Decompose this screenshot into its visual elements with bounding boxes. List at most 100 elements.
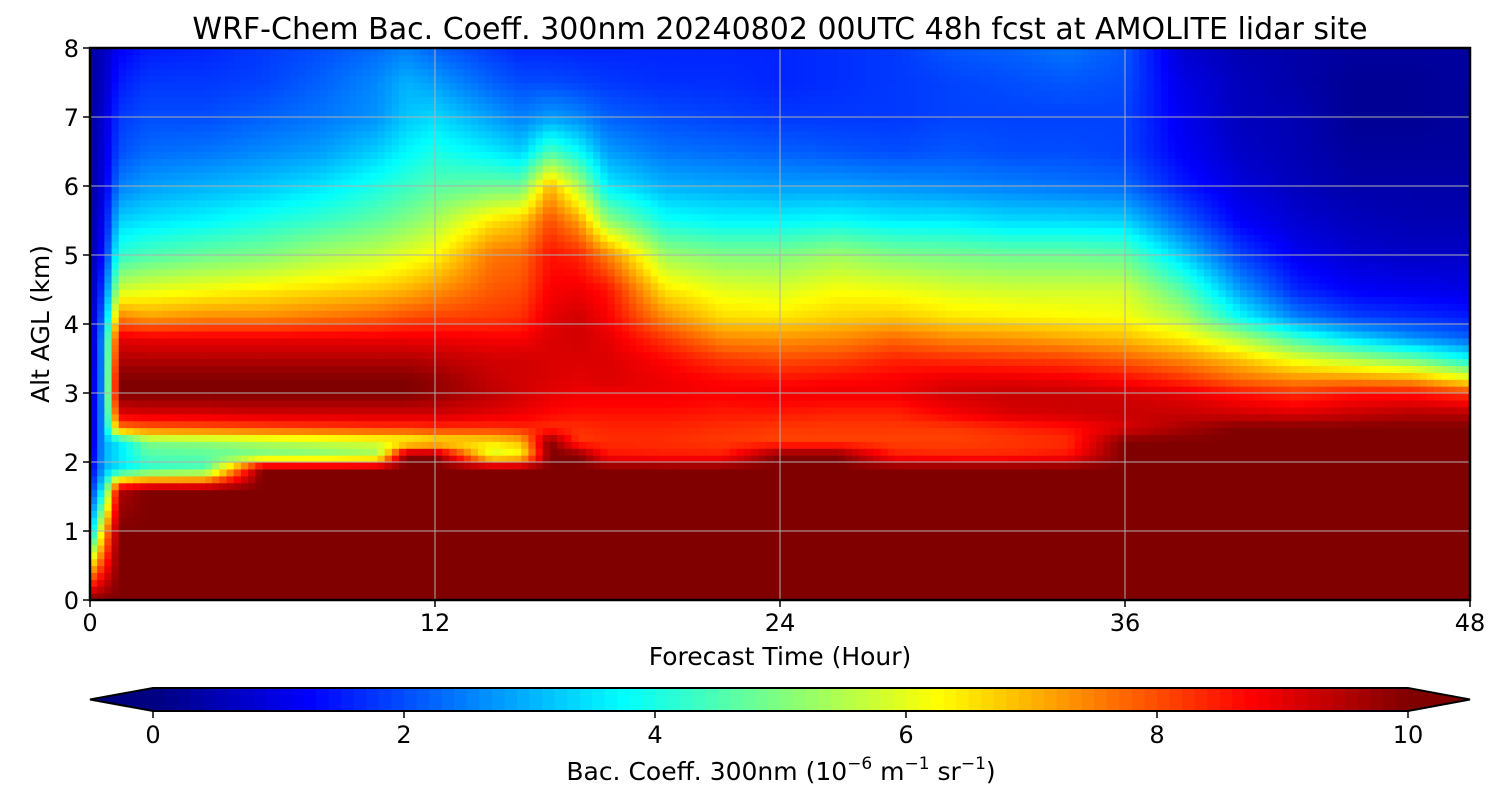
heatmap-cell — [219, 413, 228, 422]
heatmap-cell — [176, 393, 185, 401]
heatmap-cell — [399, 289, 407, 297]
heatmap-cell — [118, 248, 127, 256]
heatmap-cell — [118, 344, 127, 353]
heatmap-cell — [190, 158, 199, 166]
heatmap-cell — [506, 303, 515, 311]
heatmap-cell — [470, 255, 479, 263]
heatmap-cell — [90, 344, 98, 353]
heatmap-cell — [470, 330, 479, 339]
heatmap-cell — [514, 482, 522, 491]
heatmap-cell — [284, 337, 292, 346]
heatmap-cell — [104, 351, 113, 360]
heatmap-cell — [470, 303, 479, 311]
heatmap-cell — [348, 393, 357, 401]
heatmap-cell — [212, 54, 220, 63]
heatmap-cell — [478, 420, 486, 429]
heatmap-cell — [463, 441, 472, 449]
heatmap-cell — [312, 303, 321, 311]
heatmap-cell — [312, 241, 321, 249]
heatmap-cell — [406, 586, 415, 594]
heatmap-cell — [262, 317, 271, 325]
heatmap-cell — [341, 282, 350, 291]
heatmap-cell — [320, 427, 328, 435]
heatmap-cell — [435, 393, 443, 401]
heatmap-cell — [470, 379, 479, 387]
heatmap-cell — [226, 130, 235, 139]
heatmap-cell — [161, 510, 170, 518]
heatmap-cell — [528, 310, 537, 318]
heatmap-cell — [140, 75, 149, 84]
heatmap-cell — [413, 475, 422, 484]
heatmap-cell — [485, 89, 494, 97]
heatmap-cell — [305, 158, 314, 166]
heatmap-cell — [320, 172, 328, 180]
heatmap-cell — [183, 199, 192, 208]
heatmap-cell — [406, 282, 415, 291]
heatmap-cell — [341, 365, 350, 373]
heatmap-cell — [125, 213, 134, 222]
heatmap-cell — [125, 496, 134, 504]
heatmap-cell — [169, 475, 177, 484]
heatmap-cell — [391, 434, 400, 442]
heatmap-cell — [219, 103, 228, 111]
heatmap-cell — [284, 496, 292, 504]
heatmap-cell — [291, 393, 300, 401]
heatmap-cell — [320, 75, 328, 84]
heatmap-cell — [442, 365, 450, 373]
heatmap-cell — [140, 510, 149, 518]
heatmap-cell — [205, 593, 213, 600]
heatmap-cell — [284, 393, 292, 401]
heatmap-cell — [183, 234, 192, 242]
heatmap-cell — [320, 503, 328, 511]
heatmap-cell — [435, 158, 443, 166]
heatmap-cell — [197, 54, 206, 63]
heatmap-cell — [348, 255, 357, 263]
heatmap-cell — [320, 358, 328, 366]
heatmap-cell — [355, 510, 364, 518]
heatmap-cell — [435, 565, 443, 573]
heatmap-cell — [348, 68, 357, 77]
heatmap-cell — [248, 510, 256, 518]
heatmap-cell — [147, 96, 156, 104]
heatmap-cell — [377, 351, 386, 360]
heatmap-cell — [341, 406, 350, 415]
heatmap-cell — [514, 441, 522, 449]
heatmap-cell — [399, 531, 407, 539]
heatmap-cell — [284, 117, 292, 125]
heatmap-cell — [147, 351, 156, 360]
heatmap-cell — [240, 206, 249, 215]
heatmap-cell — [485, 413, 494, 422]
heatmap-cell — [154, 275, 163, 284]
heatmap-cell — [327, 310, 335, 318]
heatmap-cell — [348, 379, 357, 387]
heatmap-cell — [284, 96, 292, 104]
heatmap-cell — [255, 261, 264, 270]
heatmap-cell — [521, 117, 530, 125]
heatmap-cell — [391, 220, 400, 228]
heatmap-cell — [125, 393, 134, 401]
heatmap-cell — [406, 179, 415, 187]
heatmap-cell — [169, 165, 177, 173]
heatmap-cell — [334, 399, 343, 408]
heatmap-cell — [169, 75, 177, 84]
heatmap-cell — [341, 255, 350, 263]
heatmap-cell — [298, 241, 307, 249]
heatmap-cell — [190, 468, 199, 477]
heatmap-cell — [521, 82, 530, 90]
heatmap-cell — [435, 234, 443, 242]
heatmap-cell — [327, 496, 335, 504]
heatmap-cell — [327, 420, 335, 429]
heatmap-cell — [499, 358, 508, 366]
heatmap-cell — [377, 241, 386, 249]
heatmap-cell — [154, 413, 163, 422]
heatmap-cell — [514, 158, 522, 166]
heatmap-cell — [377, 220, 386, 228]
heatmap-cell — [276, 475, 285, 484]
heatmap-cell — [341, 468, 350, 477]
heatmap-cell — [506, 275, 515, 284]
heatmap-cell — [97, 462, 105, 470]
heatmap-cell — [334, 420, 343, 429]
heatmap-cell — [154, 261, 163, 270]
heatmap-cell — [212, 572, 220, 580]
heatmap-cell — [470, 192, 479, 201]
